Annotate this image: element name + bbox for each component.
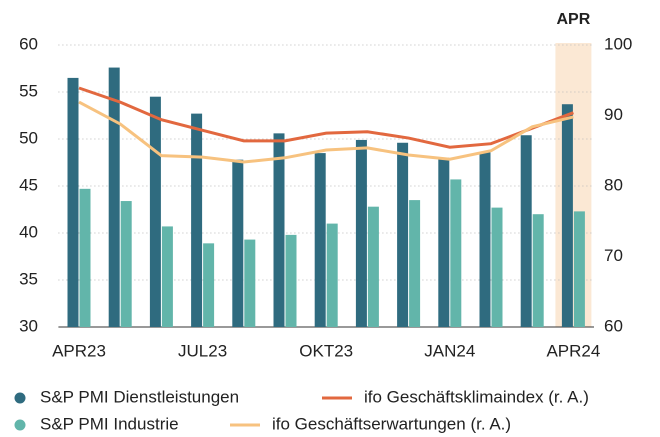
legend-label: ifo Geschäftsklimaindex (r. A.): [364, 387, 589, 406]
bar: [397, 142, 409, 327]
bar: [161, 226, 173, 327]
y2-tick-label: 80: [604, 175, 623, 194]
bar: [532, 214, 544, 327]
bar: [191, 113, 203, 328]
bar: [67, 77, 79, 328]
legend-label: S&P PMI Dienstleistungen: [40, 387, 239, 406]
bar: [244, 239, 256, 327]
highlight-label: APR: [557, 11, 591, 28]
legend-label: S&P PMI Industrie: [40, 414, 179, 433]
bar: [326, 223, 338, 327]
bar: [561, 104, 573, 327]
y-tick-label: 35: [19, 269, 38, 288]
bar: [573, 211, 585, 327]
x-tick-label: APR24: [546, 341, 600, 360]
line: [78, 86, 574, 149]
highlight-band: [555, 43, 592, 327]
bar: [273, 133, 285, 327]
bar: [108, 67, 120, 327]
y-tick-label: 45: [19, 175, 38, 194]
bar: [79, 188, 91, 327]
bar: [450, 179, 462, 327]
bar: [491, 207, 503, 327]
x-tick-label: APR23: [52, 341, 106, 360]
y2-tick-label: 100: [604, 34, 632, 53]
x-tick-label: OKT23: [299, 341, 353, 360]
y-tick-label: 55: [19, 81, 38, 100]
bar: [479, 152, 491, 327]
y-tick-label: 60: [19, 34, 38, 53]
bar: [285, 234, 297, 327]
bar: [355, 139, 367, 327]
legend-swatch: [14, 419, 26, 431]
bar: [520, 135, 532, 327]
bar: [409, 200, 421, 327]
y-tick-label: 30: [19, 316, 38, 335]
bar: [203, 243, 215, 327]
bar: [367, 206, 379, 327]
x-tick-label: JAN24: [424, 341, 475, 360]
bar: [314, 153, 326, 327]
bar: [438, 157, 450, 327]
bar: [232, 159, 244, 327]
legend-swatch: [14, 392, 26, 404]
bar: [149, 96, 161, 327]
y-tick-label: 50: [19, 128, 38, 147]
bar: [120, 201, 132, 327]
y-tick-label: 40: [19, 222, 38, 241]
y2-tick-label: 70: [604, 246, 623, 265]
y2-tick-label: 90: [604, 105, 623, 124]
x-tick-label: JUL23: [178, 341, 227, 360]
legend-label: ifo Geschäftserwartungen (r. A.): [272, 414, 511, 433]
line: [78, 100, 574, 164]
y2-tick-label: 60: [604, 316, 623, 335]
